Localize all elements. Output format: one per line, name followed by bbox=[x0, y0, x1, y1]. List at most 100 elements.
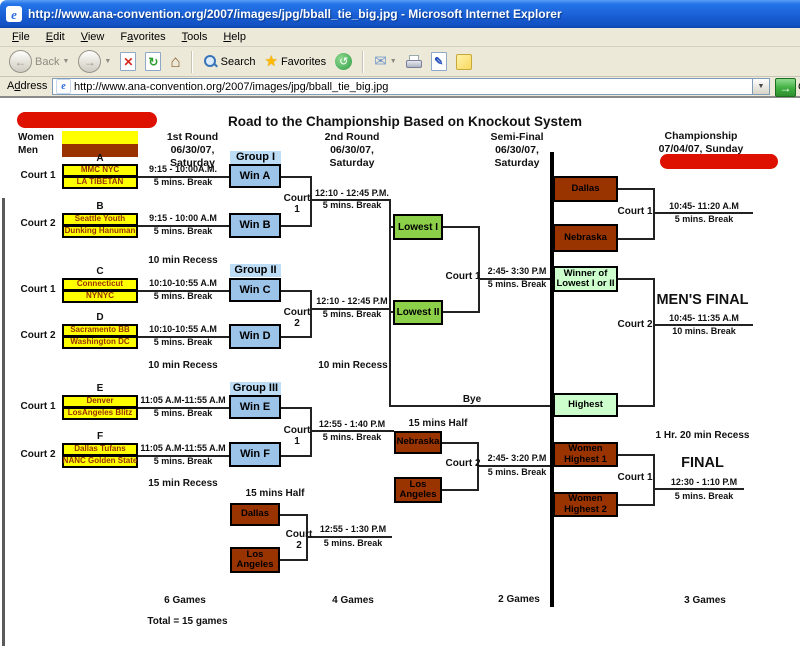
diagram-label: Bye bbox=[462, 394, 482, 405]
connector-line bbox=[550, 152, 554, 607]
connector-line bbox=[310, 308, 390, 310]
menu-item-help[interactable]: Help bbox=[223, 31, 246, 43]
stop-button[interactable]: ✕ bbox=[117, 50, 139, 73]
red-annotation bbox=[17, 112, 157, 128]
diagram-label: Road to the Championship Based on Knocko… bbox=[227, 114, 583, 129]
diagram-label: 5 mins. Break bbox=[487, 279, 547, 289]
node-winner-of-lowest-i-or-ii: Winner of Lowest I or II bbox=[553, 266, 618, 292]
diagram-label: 6 Games bbox=[164, 595, 206, 606]
diagram-label: 12:30 - 1:10 P.M bbox=[670, 477, 738, 487]
connector-line bbox=[310, 176, 312, 227]
mail-button[interactable]: ✉ ▼ bbox=[371, 52, 400, 71]
diagram-label: 11:05 A.M-11:55 A.M bbox=[140, 443, 226, 453]
connector-line bbox=[653, 212, 753, 214]
menu-item-file[interactable]: File bbox=[12, 31, 30, 43]
back-dropdown-icon[interactable]: ▼ bbox=[62, 58, 70, 65]
mail-dropdown-icon[interactable]: ▼ bbox=[389, 58, 397, 65]
go-label: Go bbox=[798, 81, 800, 93]
favorites-button[interactable]: ★ Favorites bbox=[261, 52, 329, 71]
node-la-tibetan: LA TIBETAN bbox=[62, 176, 138, 189]
connector-line bbox=[281, 336, 310, 338]
connector-line bbox=[306, 536, 392, 538]
menu-item-tools[interactable]: Tools bbox=[181, 31, 208, 43]
connector-line bbox=[653, 188, 655, 240]
discuss-button[interactable] bbox=[453, 52, 475, 72]
node-losangeles-blitz: LosAngeles Blitz bbox=[62, 407, 138, 420]
diagram-label: Women bbox=[18, 132, 54, 143]
menu-item-edit[interactable]: Edit bbox=[45, 31, 65, 43]
go-button[interactable]: → bbox=[775, 78, 796, 97]
diagram-label: 10 min Recess bbox=[148, 360, 218, 371]
address-dropdown-button[interactable]: ▼ bbox=[752, 79, 769, 94]
diagram-label: Court 1 bbox=[617, 206, 653, 217]
connector-line bbox=[389, 199, 391, 407]
back-button[interactable]: ← Back ▼ bbox=[6, 48, 72, 75]
page-content: MMC NYC LA TIBETAN Seattle Youth Dunking Ha… bbox=[0, 98, 800, 646]
diagram-label: 5 mins. Break bbox=[322, 432, 382, 442]
connector-line bbox=[389, 311, 394, 313]
address-input[interactable]: e http://www.ana-convention.org/2007/ima… bbox=[52, 78, 770, 95]
diagram-label: 3 Games bbox=[684, 595, 726, 606]
diagram-label: Court 1 bbox=[283, 425, 311, 447]
diagram-label: 5 mins. Break bbox=[322, 200, 382, 210]
diagram-label: 10:45- 11:20 A.M bbox=[669, 201, 739, 211]
menu-item-view[interactable]: View bbox=[80, 31, 105, 43]
diagram-label: 1 Hr. 20 min Recess bbox=[655, 430, 750, 441]
node-nynyc: NYNYC bbox=[62, 290, 138, 303]
node-lowest-i: Lowest I bbox=[393, 214, 443, 240]
refresh-button[interactable]: ↻ bbox=[142, 50, 164, 73]
print-icon bbox=[405, 55, 422, 68]
diagram-label: 5 mins. Break bbox=[153, 456, 213, 466]
connector-line bbox=[442, 442, 479, 444]
node-dallas: Dallas bbox=[230, 503, 280, 526]
connector-line bbox=[653, 488, 744, 490]
diagram-label: A bbox=[96, 153, 104, 164]
history-icon: ↺ bbox=[335, 53, 353, 70]
connector-line bbox=[138, 290, 229, 292]
history-button[interactable]: ↺ bbox=[332, 51, 355, 72]
diagram-label: Court 2 bbox=[20, 218, 56, 229]
diagram-label: 5 mins. Break bbox=[323, 538, 383, 548]
edit-button[interactable]: ✎ bbox=[428, 50, 450, 73]
forward-icon: → bbox=[78, 50, 102, 73]
node-legend-swatch bbox=[62, 131, 138, 144]
refresh-icon: ↻ bbox=[145, 52, 162, 71]
node-nebraska: Nebraska bbox=[553, 224, 618, 252]
node-women-highest-1: Women Highest 1 bbox=[553, 442, 618, 467]
diagram-label: Court 1 bbox=[445, 271, 481, 282]
node-los-angeles: Los Angeles bbox=[394, 477, 442, 503]
diagram-label: Court 1 bbox=[283, 193, 311, 215]
home-button[interactable]: ⌂ bbox=[167, 51, 183, 72]
connector-line bbox=[138, 407, 229, 409]
print-button[interactable] bbox=[403, 53, 425, 70]
diagram-label: 15 mins Half bbox=[245, 488, 305, 499]
diagram-label: Semi-Final 06/30/07, Saturday bbox=[490, 131, 544, 170]
node-win-e: Win E bbox=[229, 395, 281, 419]
discuss-note-icon bbox=[455, 53, 472, 70]
search-button[interactable]: Search bbox=[200, 52, 259, 71]
diagram-label: Court 2 bbox=[285, 529, 313, 551]
ie-page-icon: e bbox=[6, 6, 22, 22]
diagram-label: Court 1 bbox=[20, 401, 56, 412]
forward-button[interactable]: → ▼ bbox=[75, 48, 114, 75]
diagram-label: 10 mins. Break bbox=[672, 326, 736, 336]
page-favicon: e bbox=[56, 79, 71, 94]
diagram-label: Court 1 bbox=[20, 284, 56, 295]
menu-item-favorites[interactable]: Favorites bbox=[120, 31, 166, 43]
connector-line bbox=[442, 489, 479, 491]
connector-line bbox=[618, 278, 655, 280]
edit-icon: ✎ bbox=[430, 52, 447, 71]
node-nanc-golden-state: NANC Golden State bbox=[62, 455, 138, 468]
connector-line bbox=[653, 454, 655, 506]
node-group-ii: Group II bbox=[230, 264, 281, 277]
back-label: Back bbox=[35, 55, 60, 68]
forward-dropdown-icon[interactable]: ▼ bbox=[104, 58, 112, 65]
node-group-i: Group I bbox=[230, 151, 281, 164]
diagram-label: Court 2 bbox=[283, 307, 311, 329]
diagram-label: Men bbox=[18, 145, 38, 156]
diagram-label: 12:10 - 12:45 P.M bbox=[316, 296, 388, 306]
connector-line bbox=[443, 311, 480, 313]
mail-icon: ✉ bbox=[374, 53, 387, 70]
diagram-label: 15 mins Half bbox=[408, 418, 468, 429]
